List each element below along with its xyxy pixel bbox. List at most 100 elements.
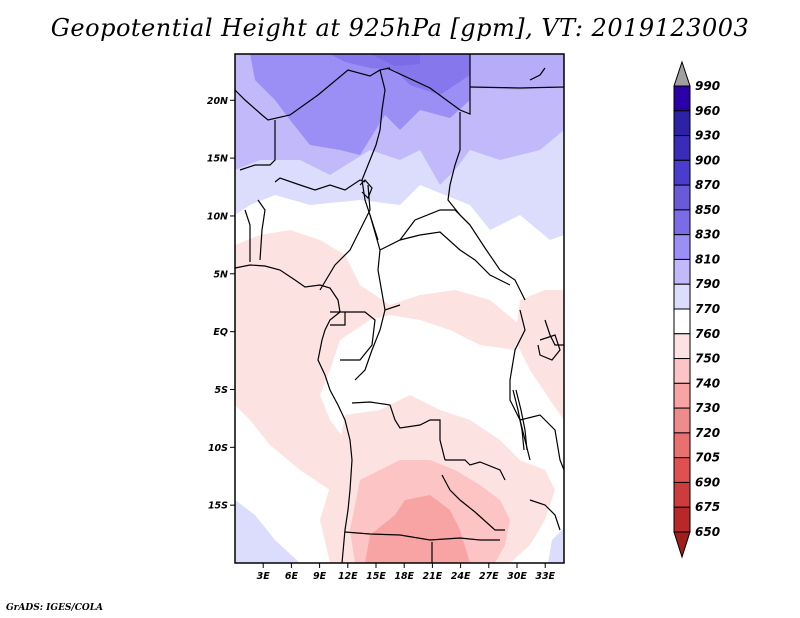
colorbar-swatch [673,110,691,137]
border-nigeria-niger [274,177,366,191]
field-830-850-b [370,54,420,66]
colorbar-swatch [673,85,691,112]
lat-tick-label: 5N [213,269,228,280]
colorbar-label: 900 [695,153,720,167]
colorbar-swatch [673,184,691,211]
colorbar-swatch [673,135,691,161]
colorbar-swatch [673,432,691,459]
colorbar-swatch [673,308,691,335]
colorbar-swatch [673,209,691,236]
map-frame [234,53,565,564]
colorbar-label: 830 [695,228,720,242]
border-niger-chad [361,69,386,241]
colorbar-swatch [673,481,691,508]
lon-tick-label: 24E [451,571,471,582]
field-770-790-sw [235,500,300,563]
colorbar-swatch [673,457,691,483]
lat-tick-label: 15S [208,501,228,512]
coastline-west [235,264,353,563]
colorbar-label: 770 [695,302,720,316]
colorbar-bottom-arrow [673,531,691,559]
border-gabon-congo [340,311,376,361]
border-gabon [330,311,346,326]
colorbar-label: 790 [695,277,720,291]
border-drc-east [509,309,531,461]
colorbar-label: 870 [695,178,720,192]
colorbar-swatch [673,159,691,186]
colorbar-label: 690 [695,475,720,489]
border-benin-togo [257,199,266,261]
colorbar-swatch [673,258,691,285]
border-ghana [244,209,251,262]
lat-tick-label: 10S [208,443,228,454]
lon-tick-label: 30E [507,571,527,582]
border-tanzania [519,414,564,471]
border-angola-zambia [445,459,506,481]
border-nigeria-cameroon [319,184,371,291]
colorbar-swatch [673,382,691,409]
border-car-chad [399,209,455,241]
contour-fill-layer [235,54,564,563]
border-mali-niger [239,120,276,171]
colorbar-label: 960 [695,104,720,118]
border-algeria-niger [235,67,391,121]
border-mozambique [529,499,561,531]
border-zambia-zimbabwe [441,474,505,531]
colorbar-swatch [673,333,691,360]
lat-tick-label: 5S [215,385,229,396]
colorbar-label: 930 [695,129,720,143]
colorbar-top-arrow [673,60,691,87]
colorbar-swatch [673,283,691,310]
lat-tick-label: EQ [213,327,228,338]
colorbar-swatch [673,407,691,434]
chart-title: Geopotential Height at 925hPa [gpm], VT:… [50,14,750,42]
field-750-760-west [235,230,520,505]
latitude-axis: 20N 15N 10N 5N EQ 5S 10S 15S [207,96,235,512]
lake-nile [529,67,546,81]
lake-victoria [537,334,561,361]
grads-credit: GrADS: IGES/COLA [6,603,104,613]
border-libya-chad [386,54,471,115]
colorbar-label: 675 [695,500,720,514]
colorbar-label: 850 [695,203,720,217]
colorbar-label: 650 [695,525,720,539]
border-libya-sudan [469,86,564,89]
lon-tick-label: 9E [313,571,327,582]
lon-tick-label: 6E [285,571,299,582]
border-drc-angola [351,401,446,461]
border-cameroon-car [369,214,401,311]
lon-tick-label: 15E [366,571,386,582]
lat-tick-label: 20N [207,96,228,107]
colorbar-swatch [673,358,691,384]
lake-chad [359,179,373,200]
longitude-axis: 3E 6E 9E 12E 15E 18E 21E 24E 27E 30E 33E [257,563,556,582]
lat-tick-label: 15N [207,154,228,165]
country-borders [235,54,564,563]
field-770-790-se [548,528,564,563]
lat-tick-label: 10N [207,211,228,222]
colorbar-label: 740 [695,376,720,390]
colorbar-label: 750 [695,352,720,366]
colorbar-label: 720 [695,426,720,440]
colorbar: 990 960 930 900 870 850 830 810 790 770 760 750 740 7… [673,60,720,559]
lake-tanganyika-b [515,389,528,451]
colorbar-label: 760 [695,327,720,341]
border-sudan-ss [454,209,526,301]
lon-tick-label: 12E [338,571,358,582]
field-730-740 [365,495,470,563]
lon-tick-label: 18E [394,571,414,582]
border-uganda-kenya [544,319,564,346]
field-810-830-east [470,54,564,90]
border-car-south [379,231,511,286]
lon-tick-label: 27E [479,571,499,582]
border-angola-namibia [344,531,500,541]
lon-tick-label: 3E [257,571,271,582]
lon-tick-label: 21E [423,571,443,582]
colorbar-label: 990 [695,79,720,93]
colorbar-label: 810 [695,252,720,266]
colorbar-swatch [673,234,691,260]
lake-tanganyika [512,389,525,451]
colorbar-swatch [673,506,691,533]
colorbar-label: 730 [695,401,720,415]
